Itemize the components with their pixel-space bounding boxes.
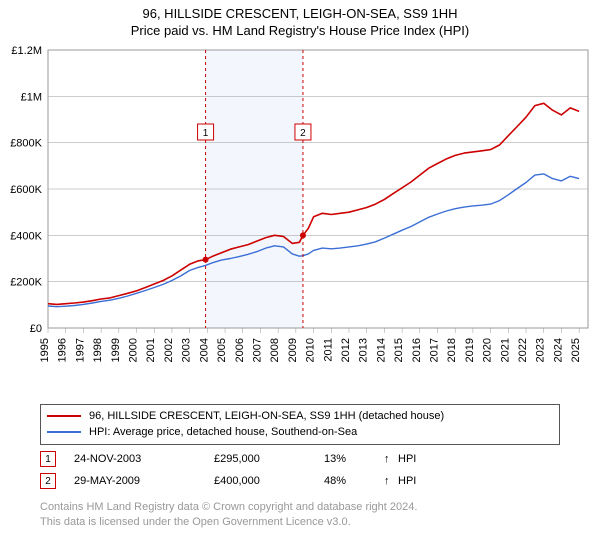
x-tick-label: 2024 bbox=[552, 338, 564, 362]
y-tick-label: £200K bbox=[10, 277, 42, 289]
marker-row-1: 1 24-NOV-2003£295,00013%↑HPI bbox=[40, 448, 560, 470]
x-tick-label: 2023 bbox=[535, 338, 547, 362]
legend-swatch bbox=[47, 431, 81, 433]
x-tick-label: 2010 bbox=[305, 338, 317, 362]
x-tick-label: 2017 bbox=[429, 338, 441, 362]
x-tick-label: 2009 bbox=[287, 338, 299, 362]
arrow-up-icon: ↑ bbox=[384, 475, 398, 487]
x-tick-label: 2012 bbox=[340, 338, 352, 362]
x-tick-label: 2018 bbox=[446, 338, 458, 362]
legend-row: 96, HILLSIDE CRESCENT, LEIGH-ON-SEA, SS9… bbox=[47, 408, 553, 424]
x-tick-label: 2008 bbox=[269, 338, 281, 362]
x-tick-label: 2021 bbox=[499, 338, 511, 362]
marker-chip-text-2: 2 bbox=[300, 128, 306, 139]
x-tick-label: 1995 bbox=[39, 338, 51, 362]
marker-suffix: HPI bbox=[398, 453, 438, 465]
marker-dot-1 bbox=[203, 257, 209, 263]
x-tick-label: 2015 bbox=[393, 338, 405, 362]
x-tick-label: 2011 bbox=[322, 338, 334, 362]
marker-badge: 2 bbox=[40, 473, 56, 489]
marker-row-2: 2 29-MAY-2009£400,00048%↑HPI bbox=[40, 470, 560, 492]
marker-price: £400,000 bbox=[214, 475, 324, 487]
series-property bbox=[48, 103, 579, 304]
marker-table: 1 24-NOV-2003£295,00013%↑HPI 2 29-MAY-2009£… bbox=[40, 448, 560, 492]
arrow-up-icon: ↑ bbox=[384, 453, 398, 465]
x-tick-label: 1996 bbox=[57, 338, 69, 362]
x-tick-label: 2014 bbox=[375, 338, 387, 362]
x-tick-label: 1997 bbox=[74, 338, 86, 362]
title-line-2: Price paid vs. HM Land Registry's House … bbox=[0, 23, 600, 38]
y-tick-label: £600K bbox=[10, 184, 42, 196]
x-tick-label: 2003 bbox=[181, 338, 193, 362]
marker-price: £295,000 bbox=[214, 453, 324, 465]
marker-pct: 13% bbox=[324, 453, 384, 465]
y-tick-label: £800K bbox=[10, 138, 42, 150]
series-hpi bbox=[48, 174, 579, 307]
x-tick-label: 2025 bbox=[570, 338, 582, 362]
footer-line-2: This data is licensed under the Open Gov… bbox=[40, 515, 570, 530]
chart-title-block: 96, HILLSIDE CRESCENT, LEIGH-ON-SEA, SS9… bbox=[0, 0, 600, 38]
chart-svg: £0 £200K £400K £600K £800K £1M £1.2M 1995 1996 19… bbox=[0, 44, 600, 394]
marker-badge: 1 bbox=[40, 451, 56, 467]
legend-label: 96, HILLSIDE CRESCENT, LEIGH-ON-SEA, SS9… bbox=[89, 410, 444, 422]
x-tick-label: 1999 bbox=[110, 338, 122, 362]
legend: 96, HILLSIDE CRESCENT, LEIGH-ON-SEA, SS9… bbox=[40, 404, 560, 445]
x-tick-label: 1998 bbox=[92, 338, 104, 362]
x-tick-label: 2005 bbox=[216, 338, 228, 362]
x-tick-label: 2006 bbox=[234, 338, 246, 362]
x-tick-label: 2007 bbox=[251, 338, 263, 362]
x-tick-label: 2022 bbox=[517, 338, 529, 362]
marker-date: 29-MAY-2009 bbox=[74, 475, 214, 487]
x-tick-label: 2004 bbox=[198, 338, 210, 362]
legend-swatch bbox=[47, 415, 81, 417]
y-tick-label: £400K bbox=[10, 230, 42, 242]
x-tick-label: 2019 bbox=[464, 338, 476, 362]
x-tick-label: 2000 bbox=[128, 338, 140, 362]
marker-dot-2 bbox=[300, 232, 306, 238]
title-line-1: 96, HILLSIDE CRESCENT, LEIGH-ON-SEA, SS9… bbox=[0, 6, 600, 21]
footer-line-1: Contains HM Land Registry data © Crown c… bbox=[40, 500, 570, 515]
marker-suffix: HPI bbox=[398, 475, 438, 487]
legend-label: HPI: Average price, detached house, Sout… bbox=[89, 426, 357, 438]
marker-pct: 48% bbox=[324, 475, 384, 487]
x-tick-label: 2016 bbox=[411, 338, 423, 362]
x-tick-label: 2002 bbox=[163, 338, 175, 362]
marker-chip-text-1: 1 bbox=[203, 128, 209, 139]
x-tick-label: 2013 bbox=[358, 338, 370, 362]
y-tick-label: £1M bbox=[21, 91, 42, 103]
y-tick-label: £0 bbox=[30, 323, 42, 335]
marker-date: 24-NOV-2003 bbox=[74, 453, 214, 465]
legend-row: HPI: Average price, detached house, Sout… bbox=[47, 424, 553, 440]
x-tick-label: 2020 bbox=[482, 338, 494, 362]
y-tick-label: £1.2M bbox=[11, 45, 42, 57]
x-tick-label: 2001 bbox=[145, 338, 157, 362]
footer-attribution: Contains HM Land Registry data © Crown c… bbox=[40, 500, 570, 530]
chart-area: £0 £200K £400K £600K £800K £1M £1.2M 1995 1996 19… bbox=[0, 44, 600, 394]
